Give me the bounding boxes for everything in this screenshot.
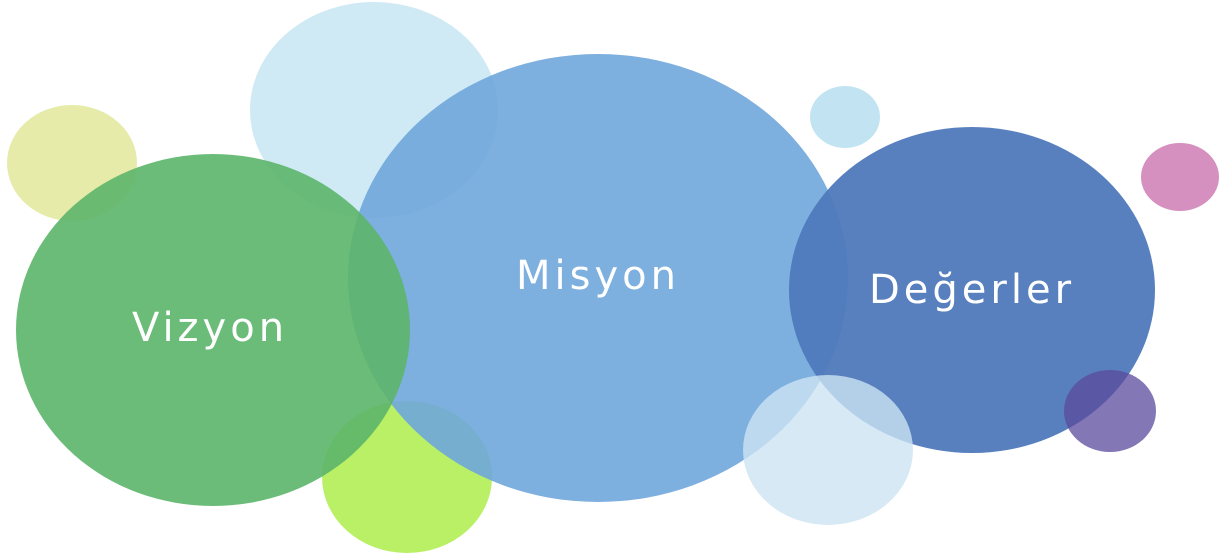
decor-circle (1141, 143, 1219, 211)
decor-circle (743, 375, 913, 525)
bubble-label: Vizyon (132, 305, 288, 351)
vizyon-circle (16, 154, 410, 506)
decor-circle (810, 86, 880, 148)
bubble-label: Misyon (516, 253, 680, 299)
bubble-label: Değerler (869, 267, 1075, 313)
decor-circle (1064, 370, 1156, 452)
misyon-circle (348, 54, 848, 502)
degerler-circle (789, 127, 1155, 453)
